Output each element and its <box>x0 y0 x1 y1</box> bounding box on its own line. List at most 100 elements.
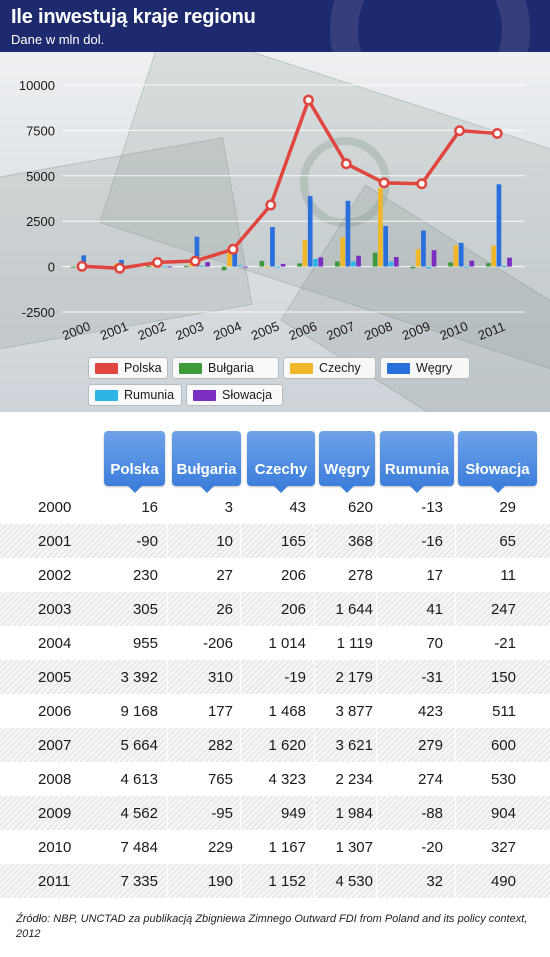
value-cell: 1 644 <box>335 601 373 618</box>
value-cell: 904 <box>490 805 516 822</box>
table-row: 2001 -90 10 165 368 -16 65 <box>0 524 550 558</box>
legend-swatch <box>179 363 202 374</box>
column-divider <box>376 626 377 660</box>
polska-point <box>152 256 163 268</box>
bar-słowacja <box>507 257 512 267</box>
column-divider <box>455 762 456 796</box>
x-tick-label: 2001 <box>98 318 130 343</box>
bar-rumunia <box>313 258 318 267</box>
year-cell: 2004 <box>38 635 72 652</box>
column-divider <box>240 830 241 864</box>
value-cell: 949 <box>280 805 306 822</box>
value-cell: 2 179 <box>335 669 373 686</box>
legend-label: Słowacja <box>222 388 273 402</box>
value-cell: 278 <box>347 567 373 584</box>
column-divider <box>376 524 377 558</box>
value-cell: 1 468 <box>268 703 306 720</box>
value-cell: 1 152 <box>268 873 306 890</box>
x-tick-label: 2008 <box>362 318 394 343</box>
year-cell: 2000 <box>38 499 72 516</box>
value-cell: 4 562 <box>120 805 158 822</box>
column-divider <box>240 490 241 524</box>
value-cell: 32 <box>426 873 443 890</box>
bar-rumunia <box>199 265 205 267</box>
column-divider <box>314 524 315 558</box>
column-divider <box>167 694 168 728</box>
value-cell: 4 530 <box>335 873 373 890</box>
polska-point <box>416 178 428 190</box>
legend-label: Rumunia <box>124 388 175 402</box>
bar-czechy <box>264 266 270 268</box>
value-cell: -88 <box>421 805 443 822</box>
bar-czechy <box>340 237 345 267</box>
bar-czechy <box>378 188 383 267</box>
column-divider <box>167 830 168 864</box>
year-cell: 2009 <box>38 805 72 822</box>
column-divider <box>240 762 241 796</box>
column-divider <box>455 524 456 558</box>
value-cell: 26 <box>216 601 233 618</box>
value-cell: 305 <box>132 601 158 618</box>
legend-label: Bułgaria <box>208 361 254 375</box>
bar-węgry <box>81 255 87 267</box>
column-header-rumunia: Rumunia <box>380 431 454 493</box>
value-cell: -13 <box>421 499 443 516</box>
y-tick-label: -2500 <box>22 305 55 320</box>
value-cell: 27 <box>216 567 233 584</box>
value-cell: 165 <box>280 533 306 550</box>
value-cell: 1 119 <box>336 635 373 652</box>
value-cell: 3 <box>224 499 233 516</box>
legend-swatch <box>387 363 410 374</box>
bar-rumunia <box>275 266 281 268</box>
bar-słowacja <box>318 257 324 267</box>
column-divider <box>240 796 241 830</box>
value-cell: 190 <box>207 873 233 890</box>
x-tick-label: 2009 <box>400 318 432 343</box>
column-divider <box>167 796 168 830</box>
x-tick-label: 2002 <box>136 318 168 343</box>
y-tick-label: 7500 <box>26 123 55 138</box>
bar-słowacja <box>356 255 361 267</box>
column-divider <box>455 558 456 592</box>
column-divider <box>314 592 315 626</box>
value-cell: 41 <box>426 601 443 618</box>
data-table: 2000 16 3 43 620 -13 29 2001 -90 10 165 368 -16 65 200… <box>0 490 550 898</box>
column-divider <box>376 796 377 830</box>
value-cell: 65 <box>499 533 516 550</box>
column-header-bułgaria: Bułgaria <box>172 431 241 493</box>
column-divider <box>455 660 456 694</box>
value-cell: 423 <box>417 703 443 720</box>
value-cell: 5 664 <box>120 737 158 754</box>
value-cell: -21 <box>494 635 516 652</box>
bar-bułgaria <box>146 266 151 268</box>
column-divider <box>455 592 456 626</box>
column-divider <box>376 728 377 762</box>
column-divider <box>455 864 456 898</box>
bar-rumunia <box>162 266 167 268</box>
value-cell: 282 <box>207 737 233 754</box>
table-row: 2004 955 -206 1 014 1 119 70 -21 <box>0 626 550 660</box>
bar-słowacja <box>431 250 437 267</box>
polska-line <box>81 98 498 270</box>
column-divider <box>167 490 168 524</box>
legend-item-polska: Polska <box>88 357 168 379</box>
column-divider <box>314 728 315 762</box>
legend-label: Polska <box>124 361 162 375</box>
bar-bułgaria <box>448 262 453 267</box>
polska-point <box>76 260 88 272</box>
x-tick-label: 2006 <box>287 318 319 343</box>
table-row: 2010 7 484 229 1 167 1 307 -20 327 <box>0 830 550 864</box>
column-divider <box>167 660 168 694</box>
value-cell: 310 <box>207 669 233 686</box>
value-cell: 7 484 <box>120 839 158 856</box>
value-cell: 274 <box>417 771 443 788</box>
value-cell: 3 392 <box>120 669 158 686</box>
value-cell: 11 <box>500 567 516 584</box>
chart-background <box>0 52 550 412</box>
column-divider <box>167 592 168 626</box>
year-cell: 2008 <box>38 771 72 788</box>
column-divider <box>455 796 456 830</box>
column-divider <box>376 864 377 898</box>
value-cell: 16 <box>141 499 158 516</box>
